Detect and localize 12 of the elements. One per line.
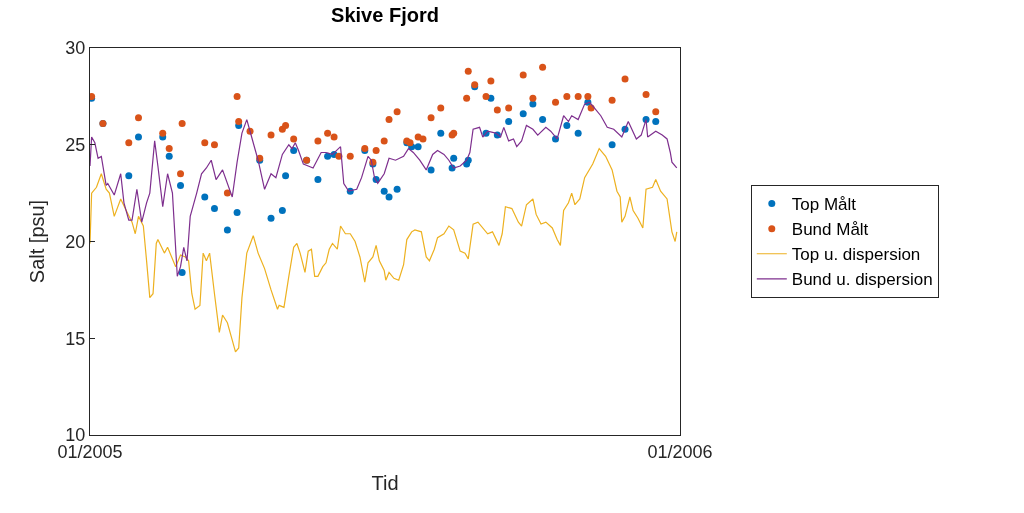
x-tick-label: 01/2006 [647, 441, 713, 462]
x-axis-title: Tid [371, 472, 399, 495]
y-tick-label: 15 [65, 328, 86, 349]
legend-label: Top Målt [791, 195, 857, 215]
y-tick-label: 25 [65, 135, 86, 156]
legend-label: Bund Målt [791, 220, 869, 240]
chart-title: Skive Fjord [331, 3, 439, 26]
y-axis-title: Salt [psu] [25, 199, 48, 284]
legend-label: Top u. dispersion [791, 245, 921, 265]
y-tick-label: 20 [65, 231, 86, 252]
legend-label: Bund u. dispersion [791, 270, 933, 290]
y-tick-label: 30 [65, 38, 86, 59]
